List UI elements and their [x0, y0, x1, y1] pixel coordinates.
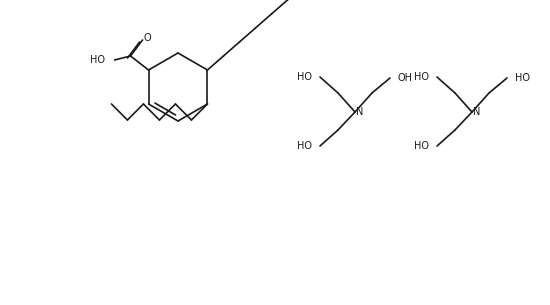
Text: O: O [144, 33, 151, 43]
Text: HO: HO [414, 72, 429, 82]
Text: HO: HO [414, 141, 429, 151]
Text: HO: HO [297, 72, 312, 82]
Text: N: N [356, 107, 364, 117]
Text: N: N [474, 107, 481, 117]
Text: HO: HO [515, 73, 530, 83]
Text: HO: HO [297, 141, 312, 151]
Text: OH: OH [398, 73, 413, 83]
Text: HO: HO [90, 55, 104, 65]
